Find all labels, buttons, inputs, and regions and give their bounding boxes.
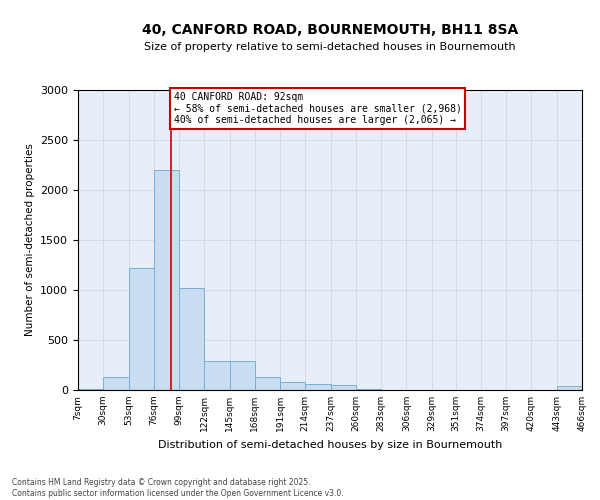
Y-axis label: Number of semi-detached properties: Number of semi-detached properties: [25, 144, 35, 336]
Text: Contains HM Land Registry data © Crown copyright and database right 2025.
Contai: Contains HM Land Registry data © Crown c…: [12, 478, 344, 498]
Bar: [179, 288, 204, 390]
Text: 40 CANFORD ROAD: 92sqm
← 58% of semi-detached houses are smaller (2,968)
40% of : 40 CANFORD ROAD: 92sqm ← 58% of semi-det…: [173, 92, 461, 125]
Bar: [356, 389, 381, 390]
Bar: [103, 377, 128, 390]
Text: Size of property relative to semi-detached houses in Bournemouth: Size of property relative to semi-detach…: [144, 42, 516, 52]
Bar: [280, 382, 305, 390]
Bar: [230, 361, 255, 390]
Bar: [305, 384, 331, 390]
Bar: [78, 389, 103, 390]
Bar: [154, 170, 179, 390]
Bar: [557, 386, 582, 390]
Bar: [128, 268, 154, 390]
Bar: [331, 385, 356, 390]
Bar: [255, 377, 280, 390]
Text: 40, CANFORD ROAD, BOURNEMOUTH, BH11 8SA: 40, CANFORD ROAD, BOURNEMOUTH, BH11 8SA: [142, 22, 518, 36]
Bar: [204, 361, 230, 390]
X-axis label: Distribution of semi-detached houses by size in Bournemouth: Distribution of semi-detached houses by …: [158, 440, 502, 450]
